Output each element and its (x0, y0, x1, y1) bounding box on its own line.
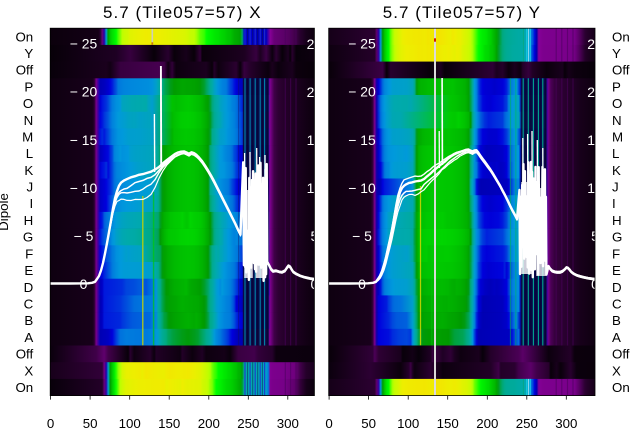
svg-text:M: M (612, 129, 623, 144)
svg-text:Off: Off (612, 63, 630, 78)
svg-text:250: 250 (516, 416, 538, 431)
svg-text:C: C (612, 296, 622, 311)
svg-text:− 5: − 5 (352, 228, 372, 244)
svg-text:L: L (26, 146, 33, 161)
svg-text:Y: Y (24, 46, 33, 61)
svg-text:0: 0 (80, 276, 88, 292)
svg-text:J: J (27, 180, 34, 195)
svg-text:I: I (29, 196, 33, 211)
svg-text:250: 250 (237, 416, 259, 431)
svg-text:H: H (612, 213, 622, 228)
svg-text:50: 50 (361, 416, 376, 431)
svg-text:200: 200 (476, 416, 498, 431)
svg-text:5: 5 (591, 228, 599, 244)
svg-text:J: J (612, 180, 619, 195)
svg-text:On: On (612, 380, 630, 395)
svg-text:A: A (612, 330, 621, 345)
svg-text:G: G (612, 230, 622, 245)
svg-text:Off: Off (612, 347, 630, 362)
svg-text:15: 15 (587, 132, 603, 148)
svg-text:P: P (612, 79, 621, 94)
svg-text:D: D (612, 280, 622, 295)
svg-text:B: B (24, 313, 33, 328)
svg-text:− 25: − 25 (70, 36, 98, 52)
svg-text:5.7 (Tile057=57) X: 5.7 (Tile057=57) X (103, 3, 262, 22)
svg-text:50: 50 (83, 416, 98, 431)
svg-text:H: H (24, 213, 34, 228)
svg-text:0: 0 (591, 276, 599, 292)
svg-text:− 15: − 15 (70, 132, 98, 148)
svg-text:O: O (23, 96, 33, 111)
svg-text:E: E (612, 263, 621, 278)
svg-text:Dipole: Dipole (0, 193, 11, 231)
svg-text:200: 200 (198, 416, 220, 431)
svg-text:P: P (24, 79, 33, 94)
svg-text:E: E (24, 263, 33, 278)
svg-text:On: On (15, 380, 33, 395)
svg-text:A: A (24, 330, 33, 345)
svg-text:10: 10 (587, 180, 603, 196)
svg-text:Off: Off (16, 347, 34, 362)
svg-text:Y: Y (612, 46, 621, 61)
svg-text:0: 0 (325, 416, 332, 431)
svg-text:− 5: − 5 (74, 228, 94, 244)
svg-text:G: G (23, 230, 33, 245)
svg-text:N: N (24, 113, 34, 128)
svg-text:On: On (612, 29, 630, 44)
svg-text:20: 20 (587, 84, 603, 100)
svg-text:150: 150 (158, 416, 180, 431)
svg-text:M: M (22, 129, 33, 144)
svg-text:− 10: − 10 (348, 180, 376, 196)
svg-text:C: C (24, 296, 34, 311)
svg-text:25: 25 (587, 36, 603, 52)
svg-text:− 20: − 20 (348, 84, 376, 100)
svg-text:X: X (612, 363, 621, 378)
svg-text:5.7 (Tile057=57) Y: 5.7 (Tile057=57) Y (383, 3, 541, 22)
svg-text:100: 100 (119, 416, 141, 431)
svg-text:I: I (612, 196, 616, 211)
svg-text:150: 150 (437, 416, 459, 431)
svg-text:F: F (612, 246, 620, 261)
svg-text:Off: Off (16, 63, 34, 78)
svg-text:O: O (612, 96, 622, 111)
svg-text:F: F (25, 246, 33, 261)
svg-text:300: 300 (555, 416, 577, 431)
svg-text:K: K (24, 163, 33, 178)
svg-text:B: B (612, 313, 621, 328)
svg-text:D: D (24, 280, 34, 295)
svg-text:− 10: − 10 (70, 180, 98, 196)
svg-text:X: X (24, 363, 33, 378)
svg-text:0: 0 (358, 276, 366, 292)
svg-text:L: L (612, 146, 619, 161)
svg-text:− 20: − 20 (70, 84, 98, 100)
svg-text:100: 100 (397, 416, 419, 431)
svg-text:− 25: − 25 (348, 36, 376, 52)
svg-text:− 15: − 15 (348, 132, 376, 148)
svg-text:N: N (612, 113, 622, 128)
svg-text:On: On (15, 29, 33, 44)
svg-text:K: K (612, 163, 621, 178)
svg-text:0: 0 (47, 416, 54, 431)
svg-text:300: 300 (277, 416, 299, 431)
